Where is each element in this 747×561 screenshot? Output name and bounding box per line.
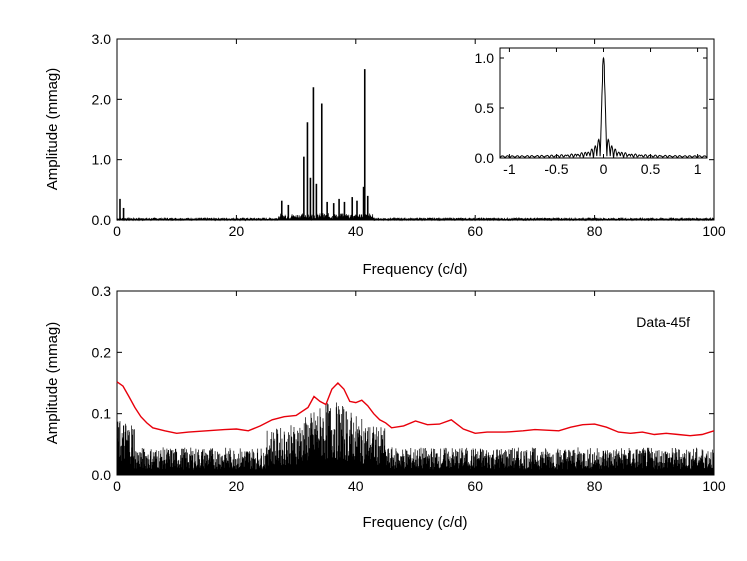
bottom-plot-frame — [116, 290, 715, 476]
bottom-xtick-label: 80 — [587, 478, 603, 494]
top-xtick-label: 100 — [702, 223, 726, 239]
inset-xtick-label: -1 — [503, 161, 516, 177]
inset-xtick-label: 0.5 — [641, 161, 661, 177]
top-xtick-label: 0 — [113, 223, 121, 239]
bottom-ytick-label: 0.2 — [92, 344, 112, 360]
top-ytick-label: 1.0 — [92, 152, 112, 168]
top-ytick-label: 0.0 — [92, 212, 112, 228]
inset-xtick-label: 1 — [694, 161, 702, 177]
top-xtick-label: 40 — [348, 223, 364, 239]
top-y-label: Amplitude (mmag) — [44, 68, 61, 191]
inset-xtick-label: 0 — [600, 161, 608, 177]
top-y-ticks: 0.0 1.0 2.0 3.0 — [92, 31, 714, 228]
inset-window-curve — [499, 56, 708, 159]
top-xtick-label: 20 — [229, 223, 245, 239]
bottom-noise-trace — [116, 402, 715, 475]
inset-xtick-label: -0.5 — [544, 161, 568, 177]
inset-panel: -1 -0.5 0 0.5 1 0.0 0.5 1.0 — [475, 47, 708, 177]
bottom-panel: 0 20 40 60 80 100 0.0 0.1 0.2 0.3 Data-45f Frequ… — [44, 283, 726, 531]
top-ytick-label: 2.0 — [92, 91, 112, 107]
top-panel: 0 20 40 60 80 100 0.0 1.0 2.0 3.0 Frequency (c/d… — [44, 31, 726, 278]
top-xtick-label: 60 — [467, 223, 483, 239]
bottom-xtick-label: 100 — [702, 478, 726, 494]
noise-level-line — [116, 381, 715, 437]
inset-x-ticks: -1 -0.5 0 0.5 1 — [503, 48, 702, 177]
top-noise-trace — [116, 213, 715, 222]
inset-ytick-label: 1.0 — [475, 50, 495, 66]
bottom-xtick-label: 40 — [348, 478, 364, 494]
panel-annotation: Data-45f — [636, 314, 690, 330]
bottom-xtick-label: 60 — [467, 478, 483, 494]
inset-ytick-label: 0.0 — [475, 150, 495, 166]
bottom-xtick-label: 0 — [113, 478, 121, 494]
top-ytick-label: 3.0 — [92, 31, 112, 47]
bottom-periodogram — [116, 402, 715, 475]
bottom-x-label: Frequency (c/d) — [362, 514, 467, 531]
top-xtick-label: 80 — [587, 223, 603, 239]
bottom-ytick-label: 0.3 — [92, 283, 112, 299]
top-x-ticks: 0 20 40 60 80 100 — [113, 39, 726, 239]
top-plot-frame — [116, 38, 715, 221]
inset-plot-frame — [499, 47, 708, 159]
bottom-ytick-label: 0.1 — [92, 406, 112, 422]
bottom-y-ticks: 0.0 0.1 0.2 0.3 — [92, 283, 714, 483]
top-peaks — [119, 69, 369, 220]
top-noise-floor — [116, 213, 715, 222]
inset-ytick-label: 0.5 — [475, 100, 495, 116]
bottom-y-label: Amplitude (mmag) — [44, 322, 61, 445]
bottom-x-ticks: 0 20 40 60 80 100 — [113, 291, 726, 494]
bottom-ytick-label: 0.0 — [92, 467, 112, 483]
inset-y-ticks: 0.0 0.5 1.0 — [475, 50, 707, 166]
top-x-label: Frequency (c/d) — [362, 261, 467, 278]
bottom-xtick-label: 20 — [229, 478, 245, 494]
